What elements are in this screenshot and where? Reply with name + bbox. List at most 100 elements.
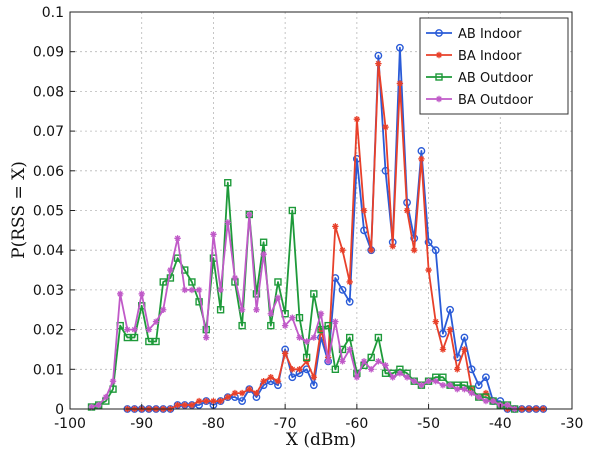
legend-box xyxy=(419,17,569,115)
data-point-ba-outdoor xyxy=(231,274,239,282)
data-point-ba-indoor xyxy=(461,346,468,353)
data-point-ab-indoor xyxy=(238,397,247,405)
data-point-ba-indoor xyxy=(281,350,289,357)
data-point-ab-indoor xyxy=(309,381,318,390)
data-point-ba-indoor xyxy=(296,366,303,373)
y-tick-label: 0.05 xyxy=(33,204,64,220)
data-point-ba-indoor xyxy=(260,378,267,385)
x-axis-title: X (dBm) xyxy=(286,430,356,450)
y-tick-label: 0.07 xyxy=(33,124,64,140)
data-point-ba-outdoor xyxy=(504,401,511,409)
data-point-ba-indoor xyxy=(425,266,432,274)
series-layer xyxy=(87,43,548,413)
data-point-ba-outdoor xyxy=(210,231,217,238)
data-point-ba-outdoor xyxy=(446,381,454,389)
data-point-ba-indoor xyxy=(195,397,203,405)
data-point-ba-indoor xyxy=(403,207,411,214)
x-tick-label: -70 xyxy=(274,416,297,432)
data-point-ab-indoor xyxy=(431,246,440,255)
data-point-ba-outdoor xyxy=(310,334,318,341)
y-tick-label: 0.06 xyxy=(33,164,64,180)
x-tick-label: -50 xyxy=(417,416,440,432)
data-point-ba-outdoor xyxy=(324,358,332,365)
data-point-ba-indoor xyxy=(253,389,260,397)
data-point-ab-indoor xyxy=(424,238,433,247)
axis-ticks: -100 -90 -80 -70 -60 -50 -40 -30 0 0.01 0.02 0.03 0.… xyxy=(33,5,584,432)
data-point-ba-outdoor xyxy=(418,381,425,389)
data-point-ba-outdoor xyxy=(224,219,231,226)
data-point-ab-indoor xyxy=(395,43,404,52)
data-point-ba-indoor xyxy=(203,397,210,405)
legend-swatch-marker xyxy=(435,51,443,59)
data-point-ba-outdoor xyxy=(181,286,188,294)
data-point-ba-outdoor xyxy=(439,381,447,389)
data-point-ba-indoor xyxy=(446,326,454,333)
data-point-ab-outdoor xyxy=(195,298,203,306)
data-point-ba-indoor xyxy=(353,115,361,123)
data-point-ba-indoor xyxy=(360,207,368,214)
data-point-ab-outdoor xyxy=(130,333,139,342)
data-point-ba-indoor xyxy=(174,401,181,409)
data-point-ab-outdoor xyxy=(367,353,375,362)
x-tick-label: -30 xyxy=(561,416,584,432)
legend-label: AB Outdoor xyxy=(458,71,534,86)
data-point-ba-outdoor xyxy=(152,318,160,325)
data-point-ba-indoor xyxy=(231,389,239,397)
data-point-ba-outdoor xyxy=(117,290,124,298)
data-point-ba-indoor xyxy=(310,374,318,381)
series-line-ab-outdoor xyxy=(91,181,516,410)
data-point-ba-outdoor xyxy=(174,235,181,242)
data-point-ba-indoor xyxy=(482,389,490,397)
data-point-ba-outdoor xyxy=(289,314,296,321)
legend-label: BA Indoor xyxy=(458,49,522,64)
data-point-ba-outdoor xyxy=(375,358,382,365)
data-point-ba-outdoor xyxy=(217,286,224,294)
data-point-ba-outdoor xyxy=(403,374,411,381)
data-point-ba-indoor xyxy=(210,397,217,405)
data-point-ab-indoor xyxy=(417,147,426,155)
data-point-ab-outdoor xyxy=(123,333,132,342)
data-point-ba-outdoor xyxy=(145,326,153,333)
legend-swatch-marker xyxy=(435,29,443,37)
y-axis-title: P(RSS = X) xyxy=(9,161,29,259)
data-point-ba-outdoor xyxy=(253,306,260,313)
data-point-ba-indoor xyxy=(454,366,461,373)
data-point-ba-outdoor xyxy=(131,326,138,333)
data-point-ba-outdoor xyxy=(432,378,439,385)
data-point-ba-indoor xyxy=(224,393,231,401)
legend-swatch-marker xyxy=(435,73,443,81)
x-tick-label: -40 xyxy=(489,416,512,432)
data-point-ba-indoor xyxy=(418,155,425,163)
data-point-ab-outdoor xyxy=(152,337,160,346)
data-point-ab-indoor xyxy=(460,333,469,342)
data-point-ba-outdoor xyxy=(167,266,174,274)
data-point-ba-indoor xyxy=(368,247,375,254)
series-line-ab-indoor xyxy=(127,46,544,410)
data-point-ba-indoor xyxy=(396,80,404,87)
data-point-ba-outdoor xyxy=(238,306,246,313)
data-point-ba-indoor xyxy=(375,60,382,67)
data-point-ab-outdoor xyxy=(238,321,246,330)
data-point-ba-outdoor xyxy=(396,370,404,377)
data-point-ba-outdoor xyxy=(260,250,267,258)
data-point-ba-indoor xyxy=(332,223,339,230)
series-ba-outdoor xyxy=(88,211,518,413)
data-point-ab-outdoor xyxy=(381,369,390,377)
data-point-ab-outdoor xyxy=(145,337,153,346)
data-point-ba-outdoor xyxy=(267,310,274,317)
data-point-ba-outdoor xyxy=(88,403,95,411)
data-point-ba-outdoor xyxy=(339,358,346,365)
legend-swatch-marker xyxy=(435,95,443,103)
data-point-ba-outdoor xyxy=(203,334,210,341)
data-point-ba-outdoor xyxy=(360,358,368,365)
data-point-ab-outdoor xyxy=(295,313,304,322)
data-point-ba-outdoor xyxy=(303,338,310,345)
data-point-ba-outdoor xyxy=(188,286,196,294)
data-point-ba-outdoor xyxy=(332,318,339,325)
data-point-ab-outdoor xyxy=(224,179,232,187)
x-tick-label: -100 xyxy=(54,416,86,432)
data-point-ab-indoor xyxy=(374,51,383,60)
data-point-ba-outdoor xyxy=(382,362,389,369)
legend-item-ba-indoor: BA Indoor xyxy=(426,49,522,64)
